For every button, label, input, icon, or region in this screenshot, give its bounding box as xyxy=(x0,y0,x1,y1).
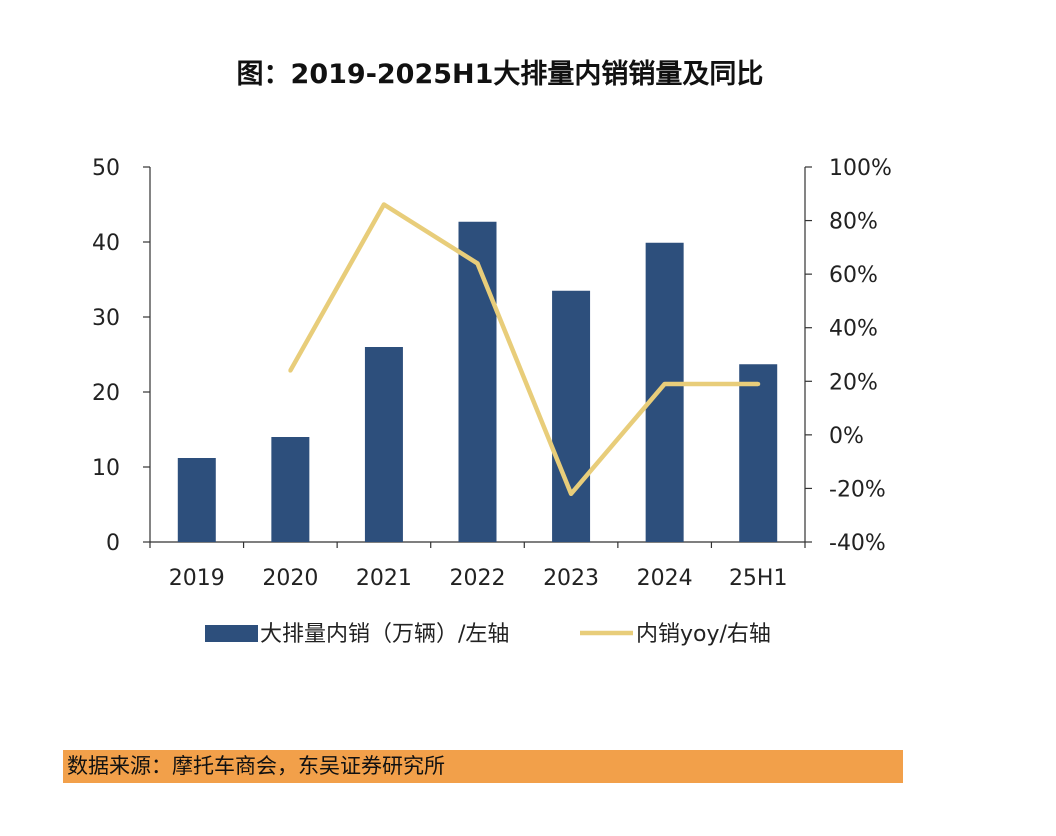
bar xyxy=(271,437,310,542)
bar-series xyxy=(177,221,778,542)
x-tick-label: 25H1 xyxy=(729,566,788,591)
right-tick-label: 100% xyxy=(829,156,892,181)
left-tick-label: 10 xyxy=(92,456,120,481)
x-tick-label: 2019 xyxy=(169,566,225,591)
right-tick-label: 0% xyxy=(829,424,864,449)
left-tick-label: 40 xyxy=(92,231,120,256)
legend-bar-label: 大排量内销（万辆）/左轴 xyxy=(260,622,509,647)
source-note: 数据来源：摩托车商会，东吴证券研究所 xyxy=(63,750,903,783)
yoy-point xyxy=(475,261,480,266)
right-tick-label: -20% xyxy=(829,477,886,502)
right-tick-label: 20% xyxy=(829,370,878,395)
legend-bar-swatch xyxy=(205,625,258,642)
left-tick-label: 50 xyxy=(92,156,120,181)
x-tick-label: 2023 xyxy=(543,566,599,591)
x-tick-label: 2024 xyxy=(637,566,693,591)
x-tick-label: 2021 xyxy=(356,566,412,591)
x-tick-label: 2020 xyxy=(262,566,318,591)
right-tick-label: 40% xyxy=(829,317,878,342)
bar xyxy=(739,364,778,542)
left-tick-label: 20 xyxy=(92,381,120,406)
bar xyxy=(177,458,216,542)
bar xyxy=(364,347,403,542)
right-tick-label: 80% xyxy=(829,210,878,235)
yoy-point xyxy=(381,202,386,207)
x-tick-labels: 2019 2020 2021 2022 2023 2024 25H1 xyxy=(169,566,788,591)
right-tick-label: 60% xyxy=(829,263,878,288)
legend: 大排量内销（万辆）/左轴 内销yoy/右轴 xyxy=(205,622,771,647)
x-tick-label: 2022 xyxy=(450,566,506,591)
yoy-line xyxy=(288,202,759,497)
bar xyxy=(645,242,684,542)
yoy-point xyxy=(662,381,667,386)
yoy-point xyxy=(288,368,293,373)
left-tick-label: 30 xyxy=(92,306,120,331)
legend-line-label: 内销yoy/右轴 xyxy=(636,622,771,647)
yoy-point xyxy=(569,491,574,496)
line-series xyxy=(288,202,761,497)
bar xyxy=(458,221,497,542)
chart-title: 图：2019-2025H1大排量内销销量及同比 xyxy=(236,59,764,90)
bar xyxy=(552,290,591,542)
chart: 0 10 20 30 40 50 -40% -20% 0% 20% 40% 60% 80% 100% 20… xyxy=(92,156,892,647)
yoy-point xyxy=(756,381,761,386)
right-tick-label: -40% xyxy=(829,531,886,556)
left-tick-label: 0 xyxy=(106,531,120,556)
